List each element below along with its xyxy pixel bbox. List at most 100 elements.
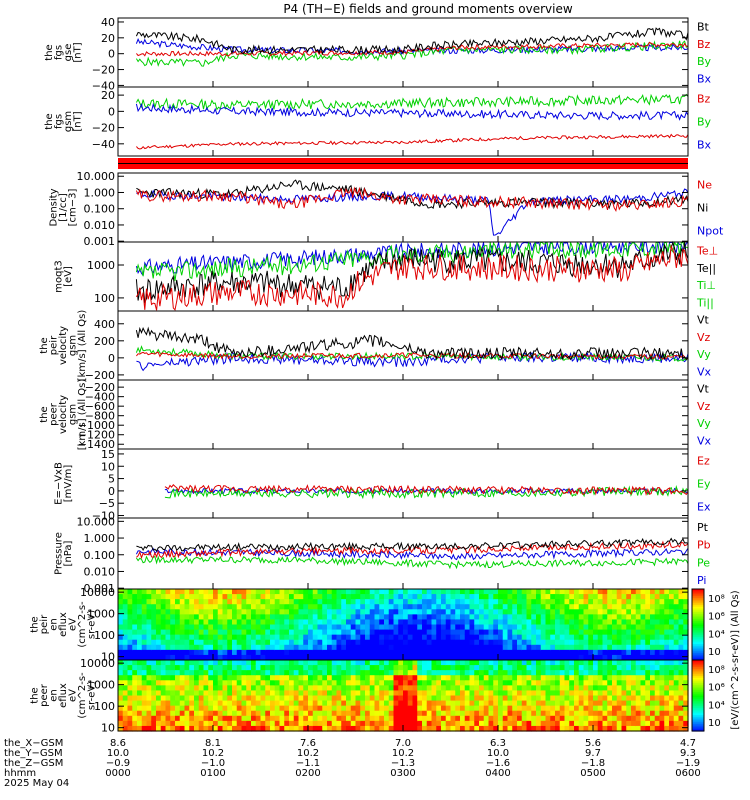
spectrogram-cell [470,711,475,717]
spectrogram-cell [370,711,375,717]
panel-p5: 4002000−200thepeirvelocitygsm[km/s] (All… [39,310,712,382]
spectrogram-cell [622,625,627,631]
spectrogram-cell [151,706,156,712]
spectrogram-cell [289,645,294,651]
spectrogram-cell [641,685,646,691]
spectrogram-cell [617,630,622,636]
spectrogram-cell [303,685,308,691]
spectrogram-cell [265,589,270,595]
spectrogram-cell [503,589,508,595]
spectrogram-cell [213,645,218,651]
spectrogram-cell [460,625,465,631]
spectrogram-cell [256,619,261,625]
spectrogram-cell [650,680,655,686]
spectrogram-cell [631,696,636,702]
spectrogram-cell [479,589,484,595]
spectrogram-cell [256,690,261,696]
spectrogram-cell [242,645,247,651]
spectrogram-cell [465,625,470,631]
spectrogram-cell [679,599,684,605]
spectrogram-cell [242,660,247,666]
spectrogram-cell [379,685,384,691]
spectrogram-cell [417,721,422,727]
spectrogram-cell [123,670,128,676]
spectrogram-cell [375,635,380,641]
spectrogram-cell [555,589,560,595]
spectrogram-cell [522,645,527,651]
spectrogram-cell [275,609,280,615]
spectrogram-cell [470,721,475,727]
spectrogram-cell [313,650,318,656]
spectrogram-cell [603,716,608,722]
spectrogram-cell [151,690,156,696]
colorbar-tick-label: 10⁴ [708,700,725,711]
spectrogram-cell [560,696,565,702]
spectrogram-cell [460,589,465,595]
spectrogram-cell [536,665,541,671]
spectrogram-cell [365,630,370,636]
spectrogram-cell [365,706,370,712]
spectrogram-cell [555,706,560,712]
spectrogram-cell [470,690,475,696]
spectrogram-cell [261,685,266,691]
spectrogram-cell [218,604,223,610]
spectrogram-cell [669,696,674,702]
spectrogram-cell [394,614,399,620]
spectrogram-cell [232,675,237,681]
spectrogram-cell [261,599,266,605]
spectrogram-cell [199,599,204,605]
spectrogram-cell [132,589,137,595]
spectrogram-cell [280,706,285,712]
spectrogram-cell [631,604,636,610]
spectrogram-cell [603,680,608,686]
spectrogram-cell [413,665,418,671]
spectrogram-cell [189,650,194,656]
spectrogram-cell [560,701,565,707]
spectrogram-cell [318,690,323,696]
spectrogram-cell [598,721,603,727]
spectrogram-cell [313,706,318,712]
spectrogram-cell [579,721,584,727]
spectrogram-cell [351,625,356,631]
spectrogram-cell [398,594,403,600]
spectrogram-cell [213,680,218,686]
y-tick-label: −200 [85,369,115,382]
spectrogram-cell [603,619,608,625]
spectrogram-cell [251,701,256,707]
spectrogram-cell [498,670,503,676]
spectrogram-cell [512,690,517,696]
spectrogram-cell [527,609,532,615]
spectrogram-cell [427,721,432,727]
spectrogram-cell [208,685,213,691]
spectrogram-cell [242,604,247,610]
spectrogram-cell [508,721,513,727]
spectrogram-cell [142,711,147,717]
colorbar-tick-label: 10⁲ [708,647,721,658]
spectrogram-cell [370,640,375,646]
spectrogram-cell [227,670,232,676]
spectrogram-cell [166,589,171,595]
spectrogram-cell [356,660,361,666]
spectrogram-cell [432,721,437,727]
spectrogram-cell [403,645,408,651]
spectrogram-cell [631,670,636,676]
y-tick-label: 20 [101,89,115,102]
spectrogram-cell [379,680,384,686]
spectrogram-cell [246,675,251,681]
spectrogram-cell [579,675,584,681]
spectrogram-cell [607,685,612,691]
spectrogram-cell [170,645,175,651]
spectrogram-cell [413,685,418,691]
spectrogram-cell [360,630,365,636]
spectrogram-cell [246,701,251,707]
panel-p7: 151050−5−10E=−VxB[mV/m]EzEyEx [53,448,711,523]
spectrogram-cell [327,625,332,631]
spectrogram-cell [598,604,603,610]
spectrogram-cell [299,701,304,707]
spectrogram-cell [664,635,669,641]
spectrogram-cell [332,690,337,696]
spectrogram-cell [356,650,361,656]
spectrogram-cell [384,701,389,707]
spectrogram-cell [223,685,228,691]
spectrogram-cell [360,609,365,615]
